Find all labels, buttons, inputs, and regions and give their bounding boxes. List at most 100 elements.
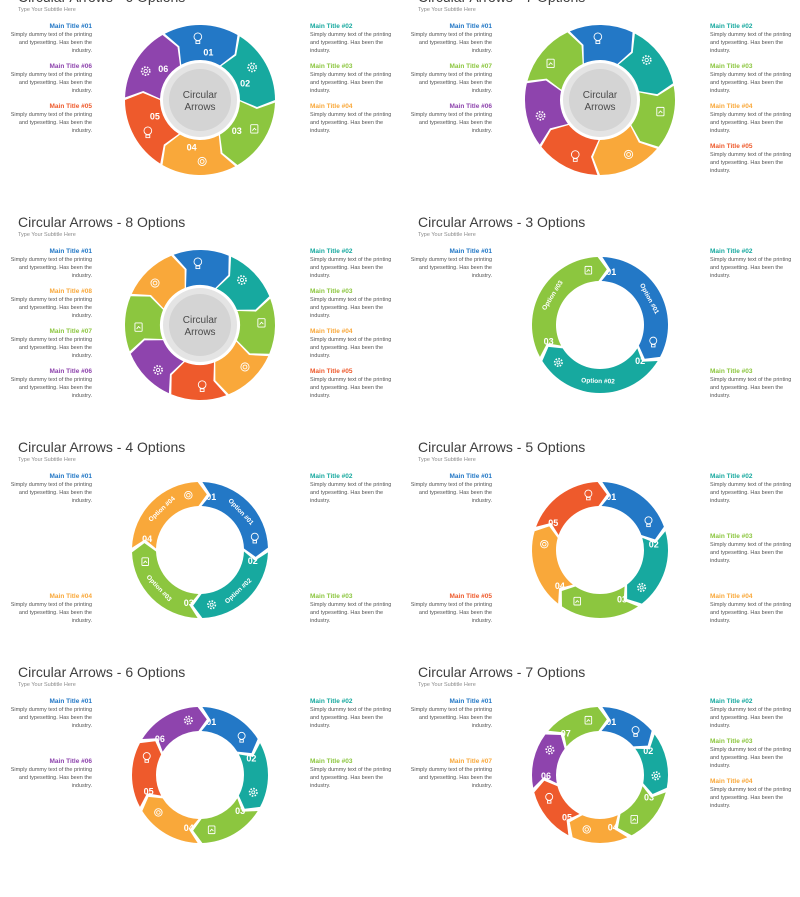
item-description: Simply dummy text of the printing and ty… [310, 72, 392, 94]
arrow-segment-1 [164, 25, 238, 66]
segment-number: 01 [606, 717, 616, 727]
main-title-item: Main Title #01 Simply dummy text of the … [8, 472, 92, 505]
center-label-line1: Circular [183, 315, 218, 326]
slide-title: Circular Arrows - 3 Options [418, 214, 586, 230]
arrow-segment-4 [569, 815, 628, 843]
arrow-segment-3 [532, 257, 607, 357]
main-title-item: Main Title #04 Simply dummy text of the … [710, 592, 794, 625]
center-label-line2: Arrows [184, 327, 215, 338]
main-title-item: Main Title #02 Simply dummy text of the … [310, 22, 394, 55]
segment-icon [553, 357, 563, 368]
arrow-segment-2 [221, 36, 275, 108]
main-title-item: Main Title #04 Simply dummy text of the … [710, 777, 794, 810]
segment-number: 01 [206, 717, 216, 727]
segment-icon [143, 126, 153, 139]
item-description: Simply dummy text of the printing and ty… [710, 32, 792, 54]
item-description: Simply dummy text of the printing and ty… [410, 32, 492, 54]
main-title-item: Main Title #01 Simply dummy text of the … [408, 247, 492, 280]
arrow-segment-1 [601, 707, 652, 747]
main-title-item: Main Title #03 Simply dummy text of the … [310, 757, 394, 790]
item-title: Main Title #05 [49, 103, 92, 110]
item-title: Main Title #01 [49, 698, 92, 705]
segment-number: 05 [548, 518, 558, 528]
item-description: Simply dummy text of the printing and ty… [10, 707, 92, 729]
main-title-item: Main Title #03 Simply dummy text of the … [310, 592, 394, 625]
segment-number: 07 [561, 728, 571, 738]
slide-title: Circular Arrows - 4 Options [18, 439, 186, 455]
main-title-item: Main Title #01 Simply dummy text of the … [408, 22, 492, 55]
segment-icon [651, 771, 661, 781]
item-title: Main Title #07 [49, 328, 92, 335]
main-title-item: Main Title #01 Simply dummy text of the … [408, 472, 492, 505]
main-title-item: Main Title #02 Simply dummy text of the … [310, 247, 394, 280]
segment-number: 01 [606, 492, 616, 502]
arrow-segment-8 [131, 255, 185, 309]
item-title: Main Title #06 [49, 63, 92, 70]
segment-icon [257, 318, 266, 328]
segment-icon [593, 32, 603, 45]
arrow-segment-4 [162, 134, 236, 176]
circular-arrows-diagram: 01 02 03 04 05 06 07 [532, 707, 668, 843]
slide-4: Circular Arrows - 3 Options Type Your Su… [400, 214, 800, 447]
item-description: Simply dummy text of the printing and ty… [410, 707, 492, 729]
main-title-item: Main Title #02 Simply dummy text of the … [710, 247, 794, 280]
arrow-segment-4 [532, 526, 573, 604]
arrow-segment-2 [627, 531, 668, 604]
arrow-segment-5 [541, 124, 599, 175]
segment-number: 02 [643, 746, 653, 756]
arrow-segment-4 [592, 126, 657, 175]
item-description: Simply dummy text of the printing and ty… [10, 72, 92, 94]
segment-number: 04 [142, 534, 152, 544]
item-title: Main Title #03 [310, 758, 353, 765]
item-title: Main Title #02 [710, 473, 753, 480]
segment-icon [141, 557, 149, 566]
main-title-item: Main Title #04 Simply dummy text of the … [8, 592, 92, 625]
item-title: Main Title #01 [449, 248, 492, 255]
arrow-segment-5 [132, 741, 162, 807]
item-description: Simply dummy text of the printing and ty… [10, 32, 92, 54]
segment-icon [247, 62, 258, 73]
item-title: Main Title #02 [310, 698, 353, 705]
arrow-segment-6 [525, 80, 568, 145]
circular-arrows-diagram: 01 02 03 04 05 06 [132, 707, 268, 843]
main-title-item: Main Title #04 Simply dummy text of the … [310, 327, 394, 360]
segment-number: 04 [184, 823, 194, 833]
item-title: Main Title #05 [310, 368, 353, 375]
main-title-item: Main Title #05 Simply dummy text of the … [8, 102, 92, 135]
segment-icon [644, 516, 653, 528]
slide-subtitle: Type Your Subtitle Here [418, 457, 476, 463]
segment-icon [142, 752, 151, 763]
item-title: Main Title #06 [49, 758, 92, 765]
item-title: Main Title #04 [310, 328, 353, 335]
item-description: Simply dummy text of the printing and ty… [710, 72, 792, 94]
segment-number: 01 [206, 492, 216, 502]
main-title-item: Main Title #06 Simply dummy text of the … [408, 102, 492, 135]
main-title-item: Main Title #03 Simply dummy text of the … [710, 532, 794, 565]
segment-icon [237, 731, 246, 743]
main-title-item: Main Title #02 Simply dummy text of the … [710, 472, 794, 505]
item-description: Simply dummy text of the printing and ty… [10, 482, 92, 504]
segment-icon [584, 489, 593, 501]
main-title-item: Main Title #02 Simply dummy text of the … [310, 697, 394, 730]
segment-number: 06 [155, 734, 165, 744]
item-description: Simply dummy text of the printing and ty… [710, 747, 792, 769]
main-title-item: Main Title #06 Simply dummy text of the … [8, 757, 92, 790]
main-title-item: Main Title #07 Simply dummy text of the … [408, 62, 492, 95]
item-title: Main Title #04 [310, 103, 353, 110]
segment-number: 02 [246, 753, 256, 763]
slide-title: Circular Arrows - 7 Options [418, 0, 585, 5]
item-title: Main Title #04 [710, 103, 753, 110]
arrow-segment-7 [548, 707, 607, 747]
slide-subtitle: Type Your Subtitle Here [18, 7, 76, 13]
segment-number: 03 [544, 337, 554, 347]
center-disc [169, 294, 231, 356]
segment-icon [649, 336, 658, 348]
main-title-item: Main Title #05 Simply dummy text of the … [710, 142, 794, 175]
slide-subtitle: Type Your Subtitle Here [418, 682, 476, 688]
segment-icon [184, 491, 193, 500]
slide-title: Circular Arrows - 5 Options [418, 439, 586, 455]
item-description: Simply dummy text of the printing and ty… [310, 337, 392, 359]
segment-icon [250, 124, 259, 134]
item-title: Main Title #02 [710, 23, 753, 30]
